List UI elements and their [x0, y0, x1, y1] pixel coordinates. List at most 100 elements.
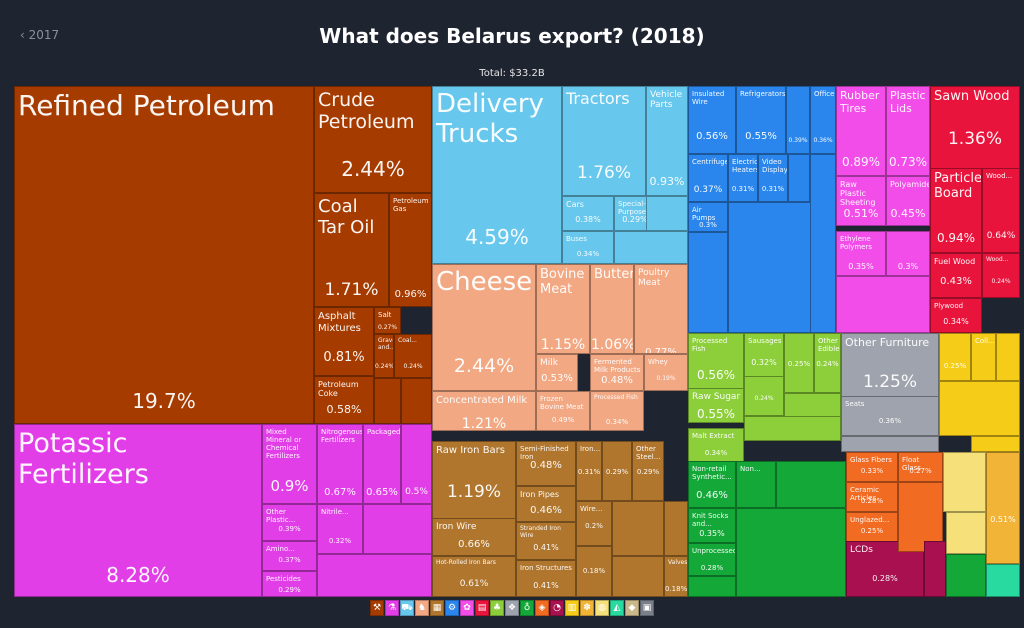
tile-delivery-trucks[interactable]: Delivery Trucks 4.59% — [432, 86, 562, 264]
tile-tile-60[interactable]: 0.3% — [886, 231, 930, 276]
tile-polyamides[interactable]: Polyamides 0.45% — [886, 176, 930, 226]
tile-vehicle-parts[interactable]: Vehicle Parts 0.93% — [646, 86, 688, 196]
tile-tile-69[interactable]: 0.25% — [784, 333, 814, 393]
instruments-icon[interactable]: ◔ — [550, 600, 564, 616]
tile-minor-product[interactable] — [924, 541, 946, 597]
tile-refrigerators[interactable]: Refrigerators 0.55% — [736, 86, 786, 154]
tile-unprocessed[interactable]: Unprocessed... 0.28% — [688, 543, 736, 576]
tile-tractors[interactable]: Tractors 1.76% — [562, 86, 646, 196]
tile-other-plastic[interactable]: Other Plastic... 0.39% — [262, 504, 317, 541]
tile-concentrated-milk[interactable]: Concentrated Milk 1.21% — [432, 391, 536, 431]
tile-minor-product[interactable] — [688, 576, 736, 597]
tile-tile-87[interactable]: 0.51% — [986, 452, 1020, 564]
tile-nitrile[interactable]: Nitrile... 0.32% — [317, 504, 363, 554]
tile-bovine-meat[interactable]: Bovine Meat 1.15% — [536, 264, 590, 354]
tile-tile-76[interactable]: 0.25% — [939, 333, 971, 381]
tile-milk[interactable]: Milk 0.53% — [536, 354, 578, 391]
tile-minor-product[interactable] — [776, 461, 846, 508]
tile-minor-product[interactable] — [614, 231, 688, 264]
chemical-products-icon[interactable]: ⚗ — [385, 600, 399, 616]
tile-salt[interactable]: Salt 0.27% — [374, 307, 401, 334]
textiles-icon[interactable]: ♁ — [520, 600, 534, 616]
tile-iron-wire[interactable]: Iron Wire 0.66% — [432, 518, 516, 556]
animal-hides-icon[interactable]: ◍ — [595, 600, 609, 616]
tile-whey[interactable]: Whey 0.19% — [644, 354, 688, 391]
tile-air-pumps[interactable]: Air Pumps 0.3% — [688, 202, 728, 232]
tile-sawn-wood[interactable]: Sawn Wood 1.36% — [930, 86, 1020, 179]
paper-goods-icon[interactable]: ▥ — [565, 600, 579, 616]
plastics-rubbers-icon[interactable]: ✿ — [460, 600, 474, 616]
tile-tile-72[interactable]: 0.24% — [744, 376, 784, 416]
foodstuffs-icon[interactable]: ♣ — [490, 600, 504, 616]
tile-minor-product[interactable] — [317, 554, 432, 597]
back-to-2017-link[interactable]: ‹ 2017 — [20, 28, 60, 42]
tile-wire[interactable]: Wire... 0.2% — [576, 501, 612, 546]
arts-antiques-icon[interactable]: ▣ — [640, 600, 654, 616]
stone-glass-icon[interactable]: ◈ — [535, 600, 549, 616]
tile-iron[interactable]: Iron... 0.31% — [576, 441, 602, 501]
tile-minor-product[interactable] — [646, 196, 688, 231]
tile-particle-board[interactable]: Particle Board 0.94% — [930, 168, 982, 253]
mineral-products-icon[interactable]: ⚒ — [370, 600, 384, 616]
tile-minor-product[interactable] — [943, 452, 986, 512]
precious-metals-icon[interactable]: ◆ — [625, 600, 639, 616]
tile-hot-rolled-iron-bars[interactable]: Hot-Rolled Iron Bars 0.61% — [432, 556, 516, 597]
tile-insulated-wire[interactable]: Insulated Wire 0.56% — [688, 86, 736, 154]
tile-minor-product[interactable] — [996, 333, 1020, 381]
tile-tile-42[interactable]: 0.29% — [602, 441, 632, 501]
tile-other-edible[interactable]: Other Edible... 0.24% — [814, 333, 841, 393]
footwear-headwear-icon[interactable]: ◭ — [610, 600, 624, 616]
tile-minor-product[interactable] — [736, 508, 846, 597]
tile-unglazed[interactable]: Unglazed... 0.25% — [846, 512, 898, 542]
animal-products-icon[interactable]: ♞ — [415, 600, 429, 616]
tile-minor-product[interactable] — [744, 416, 841, 441]
tile-tile-49[interactable]: 0.39% — [786, 86, 810, 154]
tile-packaged[interactable]: Packaged... 0.65% — [363, 424, 401, 504]
tile-cars[interactable]: Cars 0.38% — [562, 196, 614, 231]
tile-minor-product[interactable] — [612, 556, 664, 597]
tile-minor-product[interactable] — [836, 276, 930, 333]
tile-amino[interactable]: Amino... 0.37% — [262, 541, 317, 571]
miscellaneous-icon[interactable]: ❖ — [505, 600, 519, 616]
tile-fermented-milk-products[interactable]: Fermented Milk Products 0.48% — [590, 354, 644, 391]
tile-minor-product[interactable] — [898, 482, 943, 552]
tile-raw-plastic-sheeting[interactable]: Raw Plastic Sheeting 0.51% — [836, 176, 886, 226]
tile-minor-product[interactable] — [986, 564, 1020, 597]
tile-iron-structures[interactable]: Iron Structures 0.41% — [516, 560, 576, 597]
tile-non-retail-synthetic[interactable]: Non-retail Synthetic... 0.46% — [688, 461, 736, 508]
tile-malt-extract[interactable]: Malt Extract 0.34% — [688, 428, 744, 463]
tile-tile-13[interactable]: 0.5% — [401, 424, 432, 504]
tile-coll[interactable]: Coll... — [971, 333, 996, 381]
tile-minor-product[interactable] — [374, 378, 401, 424]
tile-other-steel[interactable]: Other Steel... 0.29% — [632, 441, 664, 501]
tile-minor-product[interactable] — [664, 501, 688, 556]
tile-glass-fibers[interactable]: Glass Fibers 0.33% — [846, 452, 898, 482]
tile-valves[interactable]: Valves 0.18% — [664, 556, 688, 597]
tile-buses[interactable]: Buses 0.34% — [562, 231, 614, 264]
tile-wood[interactable]: Wood... 0.64% — [982, 168, 1020, 253]
tile-semi-finished-iron[interactable]: Semi-Finished Iron 0.48% — [516, 441, 576, 486]
tile-plywood[interactable]: Plywood 0.34% — [930, 298, 982, 333]
tile-office[interactable]: Office... 0.36% — [810, 86, 836, 154]
tile-float-glass[interactable]: Float Glass 0.27% — [898, 452, 943, 482]
tile-rubber-tires[interactable]: Rubber Tires 0.89% — [836, 86, 886, 176]
tile-non[interactable]: Non... — [736, 461, 776, 508]
tile-asphalt-mixtures[interactable]: Asphalt Mixtures 0.81% — [314, 307, 374, 376]
tile-minor-product[interactable] — [688, 232, 728, 333]
tile-minor-product[interactable] — [788, 154, 810, 202]
tile-raw-sugar[interactable]: Raw Sugar 0.55% — [688, 388, 744, 423]
tile-electric-heaters[interactable]: Electric Heaters 0.31% — [728, 154, 758, 202]
tile-refined-petroleum[interactable]: Refined Petroleum 19.7% — [14, 86, 314, 424]
tile-plastic-lids[interactable]: Plastic Lids 0.73% — [886, 86, 930, 176]
tile-mixed-mineral-or-chemical-fertilizers[interactable]: Mixed Mineral or Chemical Fertilizers 0.9… — [262, 424, 317, 504]
tile-centrifuges[interactable]: Centrifuges 0.37% — [688, 154, 728, 202]
tile-potassic-fertilizers[interactable]: Potassic Fertilizers 8.28% — [14, 424, 262, 597]
tile-coal[interactable]: Coal... 0.24% — [394, 334, 432, 378]
vegetable-products-icon[interactable]: ✽ — [580, 600, 594, 616]
tile-minor-product[interactable] — [363, 504, 432, 554]
tile-poultry-meat[interactable]: Poultry Meat 0.77% — [634, 264, 688, 354]
tile-minor-product[interactable] — [946, 554, 986, 597]
tile-gravel-and[interactable]: Gravel and... 0.24% — [374, 334, 394, 378]
tile-processed-fish[interactable]: Processed Fish 0.34% — [590, 391, 644, 431]
transportation-icon[interactable]: ⛟ — [400, 600, 414, 616]
